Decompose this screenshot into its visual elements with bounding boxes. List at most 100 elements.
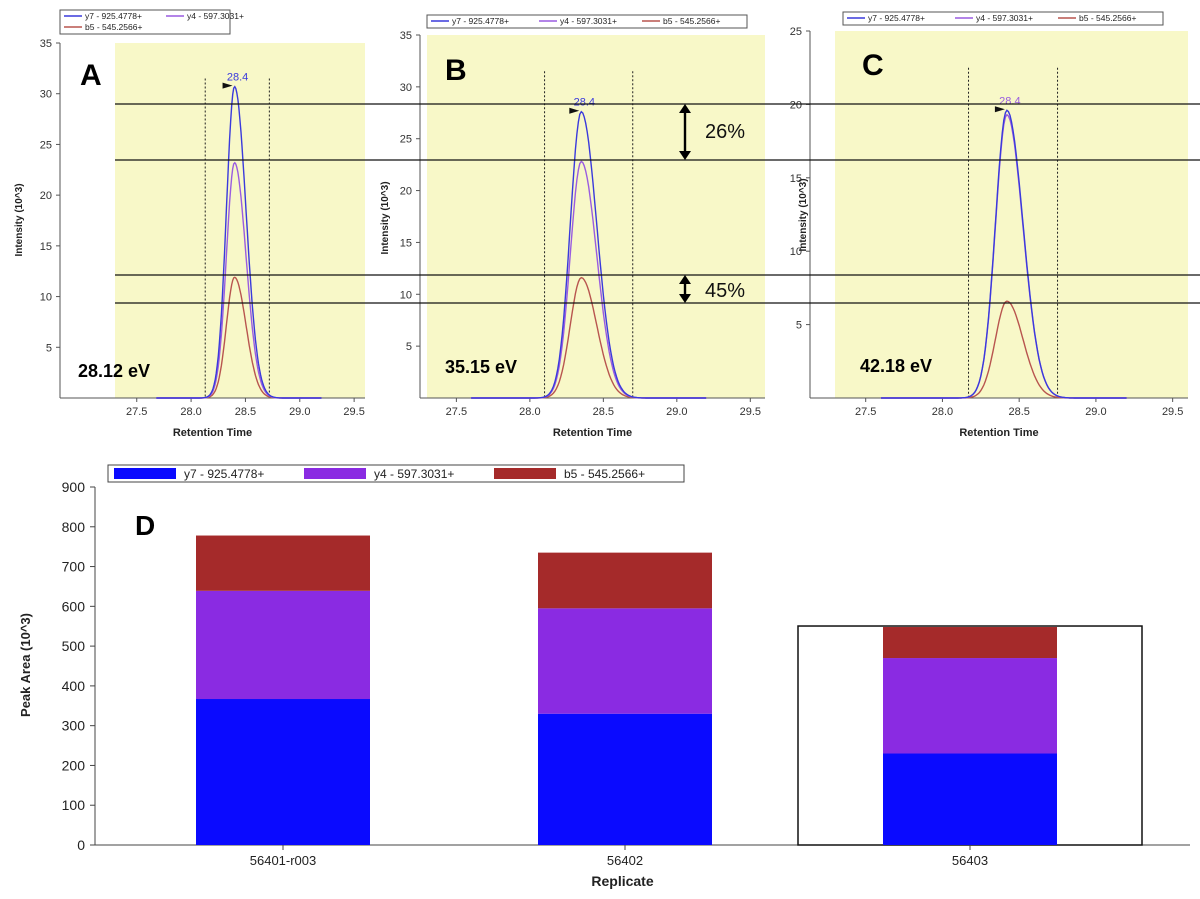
plot-background (835, 31, 1188, 398)
legend-entry: y7 - 925.4778+ (184, 467, 264, 481)
legend: y7 - 925.4778+ y4 - 597.3031+ b5 - 545.256… (842, 11, 1164, 26)
panel-letter: D (135, 510, 155, 541)
x-tick-label: 27.5 (446, 406, 467, 418)
y-tick-label: 10 (40, 292, 52, 304)
bar-segment-b5 (883, 627, 1057, 659)
y-axis-title: Peak Area (10^3) (18, 613, 33, 717)
chromatogram-panel-c: 5 10 15 20 25 27.5 28.0 28.5 29.0 29.5 Retention T… (790, 11, 1188, 439)
y-tick-label: 5 (406, 341, 412, 353)
x-axis-title: Retention Time (959, 427, 1038, 439)
bar-segment-y7 (196, 699, 370, 845)
legend-entry: b5 - 545.2566+ (564, 467, 645, 481)
legend: y7 - 925.4778+ y4 - 597.3031+ b5 - 545.256… (426, 14, 748, 29)
lower-percent-label: 45% (705, 280, 745, 302)
y-tick-label: 20 (790, 99, 802, 111)
upper-arrow-head-up-icon (679, 104, 691, 113)
energy-label: 35.15 eV (445, 357, 517, 377)
legend-entry: y7 - 925.4778+ (452, 16, 509, 26)
x-tick-label: 56402 (607, 853, 643, 868)
legend-swatch (494, 468, 556, 479)
y-tick-label: 30 (40, 89, 52, 101)
y-axis-title: Intensity (10^3) (14, 183, 25, 256)
peak-label: 28.4 (999, 95, 1020, 107)
trace-line-y7 (471, 110, 707, 399)
legend-entry: y4 - 597.3031+ (560, 16, 617, 26)
y-tick-label: 100 (62, 797, 86, 813)
legend-swatch (114, 468, 176, 479)
peak-marker-icon (994, 106, 1005, 113)
y-tick-label: 25 (40, 139, 52, 151)
y-tick-label: 15 (400, 237, 412, 249)
y-tick-label: 800 (62, 519, 86, 535)
y-tick-label: 10 (400, 289, 412, 301)
bar-segment-y4 (196, 590, 370, 700)
legend-entry: b5 - 545.2566+ (85, 22, 142, 32)
legend-box (426, 14, 748, 29)
panel-letter: B (445, 54, 467, 87)
x-tick-label: 29.0 (666, 406, 687, 418)
panel-letter: C (862, 49, 884, 82)
legend-entry: b5 - 545.2566+ (1079, 13, 1136, 23)
chromatogram-panel-a: 5 10 15 20 25 30 35 27.5 28.0 28.5 29.0 29.5 Retenti… (14, 9, 365, 439)
x-tick-label: 28.5 (1008, 406, 1029, 418)
y-axis-title: Intensity (10^3) (380, 181, 391, 254)
y-tick-label: 15 (790, 173, 802, 185)
x-tick-label: 56401-r003 (250, 853, 317, 868)
lower-arrow-head-up-icon (679, 275, 691, 284)
y-axis-title: Intensity (10^3) (798, 178, 809, 251)
x-tick-label: 29.5 (1162, 406, 1183, 418)
bar-segment-b5 (538, 552, 712, 609)
energy-label: 42.18 eV (860, 356, 932, 376)
bar-segment-y7 (538, 713, 712, 845)
y-tick-label: 600 (62, 598, 86, 614)
peak-area-bar-chart: 0 100 200 300 400 500 600 700 800 900 Peak Area (1… (18, 464, 1190, 889)
legend-swatch (304, 468, 366, 479)
y-tick-label: 20 (400, 186, 412, 198)
y-tick-label: 400 (62, 678, 86, 694)
y-tick-label: 35 (40, 38, 52, 50)
peak-marker-icon (222, 82, 233, 89)
y-tick-label: 25 (400, 134, 412, 146)
bar-segment-b5 (196, 535, 370, 591)
y-tick-label: 35 (400, 30, 412, 42)
x-tick-label: 27.5 (126, 406, 147, 418)
y-tick-label: 5 (796, 320, 802, 332)
x-tick-label: 28.0 (180, 406, 201, 418)
y-tick-label: 10 (790, 246, 802, 258)
x-tick-label: 29.0 (1085, 406, 1106, 418)
y-tick-label: 15 (40, 241, 52, 253)
peak-marker-icon (569, 107, 580, 114)
x-tick-label: 28.0 (932, 406, 953, 418)
y-tick-label: 25 (790, 26, 802, 38)
legend-entry: y7 - 925.4778+ (868, 13, 925, 23)
legend-entry: y4 - 597.3031+ (374, 467, 454, 481)
x-tick-label: 28.5 (235, 406, 256, 418)
y-tick-label: 20 (40, 190, 52, 202)
panel-letter: A (80, 59, 102, 92)
x-tick-label: 28.0 (519, 406, 540, 418)
legend-box (59, 9, 231, 35)
legend-entry: b5 - 545.2566+ (663, 16, 720, 26)
x-tick-label: 29.0 (289, 406, 310, 418)
chromatogram-panel-b: 5 10 15 20 25 30 35 27.5 28.0 28.5 29.0 29.5 Retenti… (380, 14, 765, 439)
x-tick-label: 29.5 (343, 406, 364, 418)
y-tick-label: 30 (400, 82, 412, 94)
x-tick-label: 27.5 (855, 406, 876, 418)
y-tick-label: 5 (46, 342, 52, 354)
chromatogram-panels: 5 10 15 20 25 30 35 27.5 28.0 28.5 29.0 29.5 Retenti… (14, 9, 1188, 439)
upper-percent-label: 26% (705, 121, 745, 143)
x-tick-label: 28.5 (593, 406, 614, 418)
x-axis-title: Retention Time (553, 427, 632, 439)
trace-line-y7 (881, 109, 1127, 399)
x-axis-title: Retention Time (173, 427, 252, 439)
peak-label: 28.4 (227, 72, 248, 84)
x-axis-title: Replicate (591, 873, 653, 889)
x-tick-label: 56403 (952, 853, 988, 868)
y-tick-label: 200 (62, 757, 86, 773)
peak-label: 28.4 (574, 97, 595, 109)
trace-line-y7 (156, 85, 322, 399)
legend: y7 - 925.4778+ y4 - 597.3031+ b5 - 545.256… (59, 9, 244, 35)
upper-arrow-head-down-icon (679, 151, 691, 160)
legend: y7 - 925.4778+ y4 - 597.3031+ b5 - 545.256… (107, 464, 685, 483)
